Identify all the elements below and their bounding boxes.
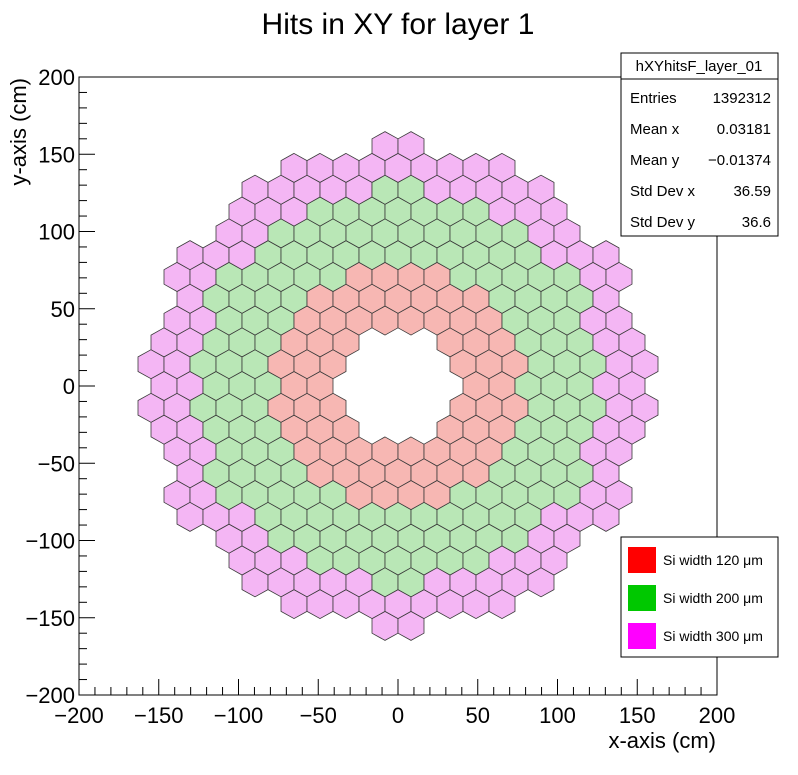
legend-label: Si width 120 μm	[663, 552, 763, 568]
y-tick-label: −200	[25, 683, 75, 708]
x-tick-label: −100	[214, 703, 264, 728]
stats-value: 0.03181	[717, 121, 771, 138]
x-axis-ticks: −200 −150 −100 −50 0 50 100 150 200	[54, 679, 735, 728]
x-axis-title: x-axis (cm)	[608, 728, 716, 753]
chart-title: Hits in XY for layer 1	[262, 8, 535, 41]
y-axis-ticks: −200 −150 −100 −50 0 50 100 150 200	[25, 65, 95, 708]
stats-label: Std Dev x	[630, 183, 696, 200]
y-axis-title: y-axis (cm)	[6, 78, 31, 186]
x-tick-label: −150	[134, 703, 184, 728]
sensor-cell	[488, 152, 516, 183]
legend: Si width 120 μm Si width 200 μm Si width 3…	[620, 536, 779, 658]
sensor-cell	[527, 174, 555, 205]
x-tick-label: 0	[392, 703, 404, 728]
x-tick-label: 200	[699, 703, 736, 728]
stats-value: 36.59	[733, 183, 771, 200]
x-tick-label: 50	[466, 703, 490, 728]
x-tick-label: −200	[54, 703, 104, 728]
stats-label: Mean x	[630, 121, 680, 138]
legend-swatch	[628, 623, 656, 649]
y-tick-label: 100	[38, 220, 75, 245]
sensor-cells	[137, 131, 659, 641]
legend-swatch	[628, 547, 656, 573]
y-tick-label: 200	[38, 65, 75, 90]
x-tick-label: −50	[300, 703, 337, 728]
y-tick-label: 0	[63, 374, 75, 399]
y-tick-label: 150	[38, 142, 75, 167]
stats-value: 36.6	[742, 214, 771, 231]
sensor-cell	[397, 131, 425, 162]
legend-swatch	[628, 585, 656, 611]
y-tick-label: 50	[51, 297, 75, 322]
stats-label: Std Dev y	[630, 214, 696, 231]
sensor-cell	[592, 240, 620, 271]
stats-label: Entries	[630, 90, 677, 107]
stats-box: hXYhitsF_layer_01 Entries 1392312 Mean x 0.…	[620, 52, 779, 237]
stats-histogram-name: hXYhitsF_layer_01	[636, 58, 763, 75]
stats-value: −0.01374	[708, 152, 771, 169]
legend-label: Si width 200 μm	[663, 590, 763, 606]
y-tick-label: −50	[38, 451, 75, 476]
y-tick-label: −100	[25, 529, 75, 554]
stats-box-frame	[620, 52, 779, 237]
stats-label: Mean y	[630, 152, 680, 169]
stats-value: 1392312	[713, 90, 771, 107]
x-tick-label: 150	[619, 703, 656, 728]
y-tick-label: −150	[25, 606, 75, 631]
x-tick-label: 100	[539, 703, 576, 728]
legend-label: Si width 300 μm	[663, 628, 763, 644]
